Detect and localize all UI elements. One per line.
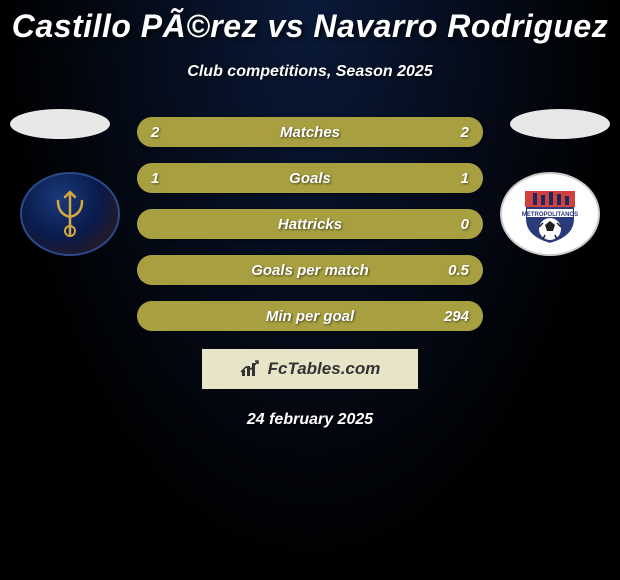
stat-right-value: 294 <box>444 308 469 325</box>
stat-row: 2 Matches 2 <box>137 117 483 147</box>
stat-label: Goals <box>289 170 331 187</box>
comparison-area: METROPOLITANOS 2 Matches 2 1 Goals 1 Hattricks… <box>0 117 620 327</box>
stats-container: 2 Matches 2 1 Goals 1 Hattricks 0 Goals per matc… <box>137 117 483 347</box>
svg-text:METROPOLITANOS: METROPOLITANOS <box>522 212 578 218</box>
stat-label: Hattricks <box>278 216 342 233</box>
stat-right-value: 0.5 <box>448 262 469 279</box>
stat-left-value: 1 <box>151 170 159 187</box>
branding-box: FcTables.com <box>202 349 418 389</box>
stat-left-value: 2 <box>151 124 159 141</box>
stat-label: Matches <box>280 124 340 141</box>
footer-date: 24 february 2025 <box>0 411 620 429</box>
branding-text: FcTables.com <box>268 359 381 379</box>
metropolitanos-icon: METROPOLITANOS <box>515 179 585 249</box>
stat-right-value: 2 <box>461 124 469 141</box>
stat-row: Min per goal 294 <box>137 301 483 331</box>
left-club-badge <box>20 172 120 256</box>
stat-row: 1 Goals 1 <box>137 163 483 193</box>
left-player-ellipse <box>10 109 110 139</box>
stat-row: Goals per match 0.5 <box>137 255 483 285</box>
stat-right-value: 0 <box>461 216 469 233</box>
page-title: Castillo PÃ©rez vs Navarro Rodriguez <box>0 0 620 45</box>
stat-right-value: 1 <box>461 170 469 187</box>
right-club-badge: METROPOLITANOS <box>500 172 600 256</box>
chart-icon <box>240 360 262 378</box>
right-player-ellipse <box>510 109 610 139</box>
stat-row: Hattricks 0 <box>137 209 483 239</box>
subtitle: Club competitions, Season 2025 <box>0 63 620 81</box>
trident-icon <box>50 189 90 239</box>
stat-label: Min per goal <box>266 308 354 325</box>
stat-label: Goals per match <box>251 262 369 279</box>
